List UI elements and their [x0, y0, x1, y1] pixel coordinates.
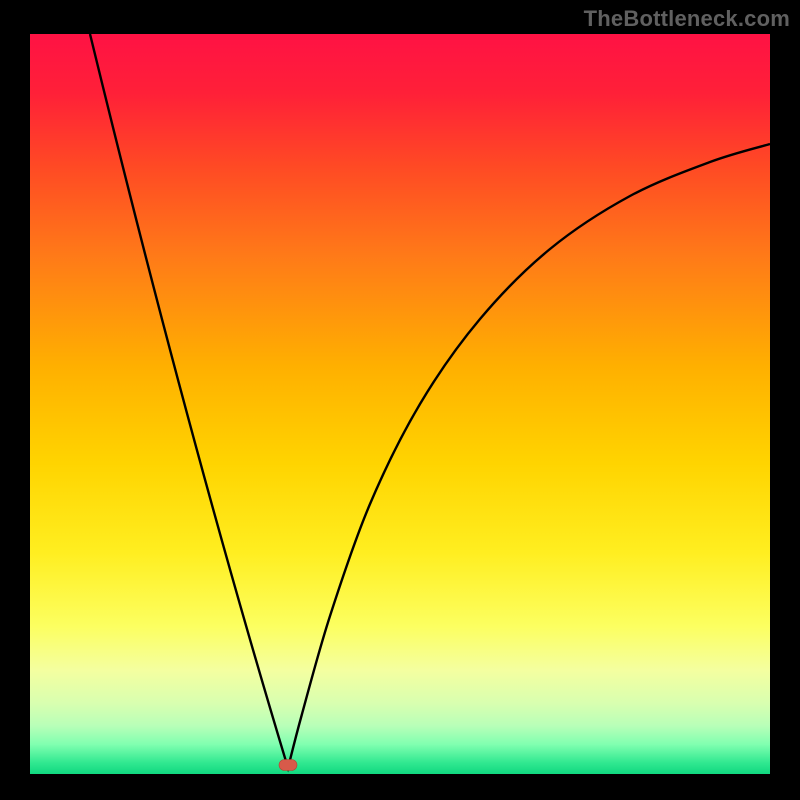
plot-area: [30, 34, 770, 774]
plot-svg: [30, 34, 770, 774]
watermark-text: TheBottleneck.com: [584, 6, 790, 32]
minimum-marker: [279, 760, 297, 771]
chart-frame: TheBottleneck.com: [0, 0, 800, 800]
gradient-background: [30, 34, 770, 774]
